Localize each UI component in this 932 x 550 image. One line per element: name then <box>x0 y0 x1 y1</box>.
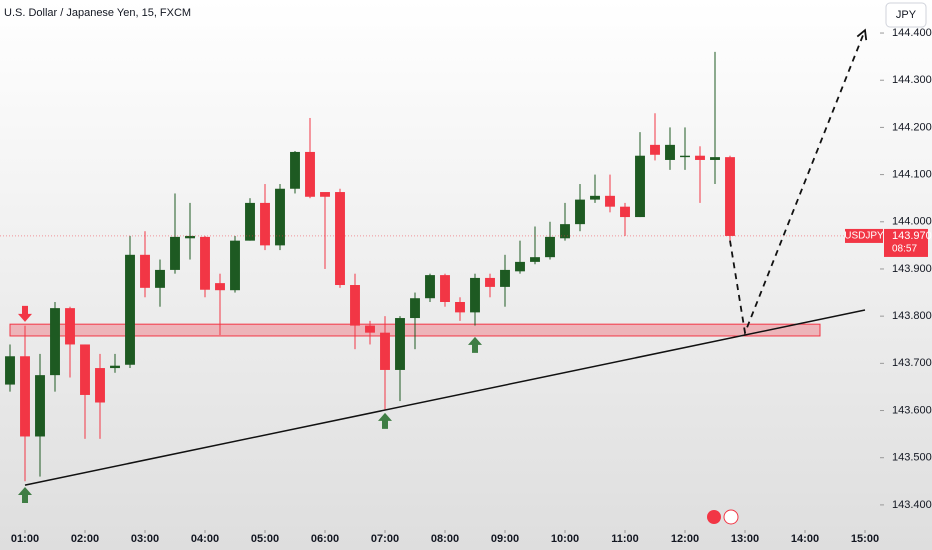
candle-body <box>245 202 255 241</box>
candle-body <box>440 275 450 302</box>
x-tick-label: 03:00 <box>131 533 159 545</box>
candle-body <box>560 224 570 239</box>
candle-body <box>125 254 135 365</box>
candle-body <box>605 195 615 207</box>
flag-icon[interactable] <box>707 510 721 524</box>
x-tick-label: 06:00 <box>311 533 339 545</box>
y-tick-label: 144.300 <box>892 74 932 86</box>
x-tick-label: 10:00 <box>551 533 579 545</box>
candle-body <box>230 240 240 291</box>
candle-body <box>425 275 435 299</box>
x-tick-label: 08:00 <box>431 533 459 545</box>
candle-body <box>170 236 180 270</box>
x-tick-label: 09:00 <box>491 533 519 545</box>
candle-body <box>275 188 285 246</box>
price-label-countdown: 08:57 <box>892 244 917 255</box>
price-label-value: 143.970 <box>892 230 932 242</box>
candle-body <box>140 254 150 288</box>
trend-line <box>24 309 866 486</box>
candle-body <box>320 192 330 197</box>
candle-body <box>80 344 90 395</box>
y-tick-label: 143.700 <box>892 357 932 369</box>
x-tick-label: 07:00 <box>371 533 399 545</box>
candle-body <box>260 202 270 246</box>
candle-body <box>185 235 195 239</box>
candle-body <box>380 332 390 370</box>
candle-body <box>530 257 540 262</box>
lightning-icon[interactable] <box>723 509 739 525</box>
currency-box[interactable] <box>885 2 927 28</box>
candle-body <box>500 269 510 287</box>
candle-body <box>410 298 420 319</box>
y-tick-label: 143.500 <box>892 452 932 464</box>
candle-body <box>50 308 60 376</box>
candle-body <box>515 261 525 272</box>
candle-body <box>575 199 585 225</box>
y-tick-label: 143.800 <box>892 310 932 322</box>
candle-body <box>65 308 75 345</box>
candle-body <box>95 368 105 403</box>
candle-body <box>725 157 735 236</box>
chart-title: U.S. Dollar / Japanese Yen, 15, FXCM <box>4 7 191 19</box>
y-tick-label: 144.200 <box>892 121 932 133</box>
arrow <box>18 305 33 322</box>
x-tick-label: 13:00 <box>731 533 759 545</box>
candle-body <box>455 301 465 313</box>
candle-body <box>485 277 495 287</box>
candle-body <box>365 325 375 333</box>
y-tick-label: 144.100 <box>892 168 932 180</box>
price-label-box <box>884 228 928 257</box>
arrow <box>18 486 33 503</box>
x-tick-label: 02:00 <box>71 533 99 545</box>
event-icons[interactable] <box>707 509 739 525</box>
price-label-symbol: USDJPY <box>844 231 884 242</box>
candle-body <box>20 356 30 437</box>
candle-body <box>590 195 600 200</box>
candle-body <box>305 151 315 197</box>
candle-body <box>215 283 225 291</box>
x-tick-label: 05:00 <box>251 533 279 545</box>
arrow <box>468 336 483 353</box>
candle-body <box>680 155 690 158</box>
projection-head <box>856 28 868 41</box>
candle-body <box>695 155 705 160</box>
y-tick-label: 143.600 <box>892 404 932 416</box>
x-tick-label: 15:00 <box>851 533 879 545</box>
x-tick-label: 11:00 <box>611 533 639 545</box>
candle-body <box>470 277 480 313</box>
candle-body <box>5 356 15 385</box>
arrow <box>378 412 393 429</box>
candle-body <box>395 318 405 370</box>
candle-body <box>635 155 645 218</box>
y-tick-label: 144.400 <box>892 27 932 39</box>
x-tick-label: 01:00 <box>11 533 39 545</box>
candle-body <box>35 375 45 437</box>
candle-body <box>620 206 630 218</box>
candle-body <box>350 285 360 326</box>
candle-body <box>200 236 210 290</box>
price-label-symbol-box <box>845 228 883 243</box>
candle-body <box>335 192 345 286</box>
candle-body <box>665 144 675 160</box>
x-tick-label: 14:00 <box>791 533 819 545</box>
candle-body <box>110 365 120 369</box>
candle-body <box>290 151 300 189</box>
y-tick-label: 144.000 <box>892 216 932 228</box>
x-tick-label: 12:00 <box>671 533 699 545</box>
candle-body <box>710 157 720 160</box>
projection-path <box>729 29 866 337</box>
y-tick-label: 143.400 <box>892 499 932 511</box>
candle-body <box>155 269 165 288</box>
candle-body <box>545 236 555 258</box>
currency[interactable]: JPY <box>896 9 917 21</box>
x-tick-label: 04:00 <box>191 533 219 545</box>
candle-body <box>650 144 660 155</box>
y-tick-label: 143.900 <box>892 263 932 275</box>
